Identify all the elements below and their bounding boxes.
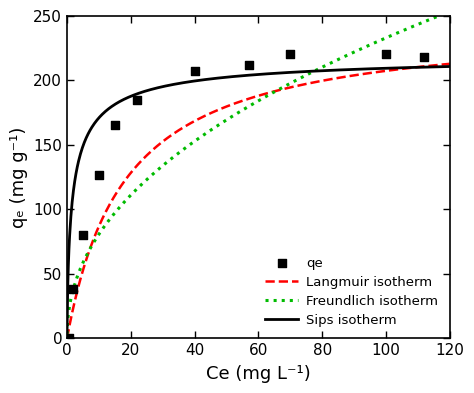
qe <box>245 62 253 68</box>
Freundlich isotherm <box>237 109 243 114</box>
Y-axis label: qₑ (mg g⁻¹): qₑ (mg g⁻¹) <box>10 127 27 228</box>
qe <box>420 54 428 60</box>
qe <box>133 97 141 103</box>
Sips isotherm <box>320 68 326 73</box>
Sips isotherm <box>237 73 243 78</box>
Line: Sips isotherm: Sips isotherm <box>67 66 450 332</box>
Sips isotherm <box>290 70 295 75</box>
Legend: qe, Langmuir isotherm, Freundlich isotherm, Sips isotherm: qe, Langmuir isotherm, Freundlich isothe… <box>260 252 443 332</box>
Sips isotherm <box>447 64 453 69</box>
Freundlich isotherm <box>447 9 453 14</box>
X-axis label: Ce (mg L⁻¹): Ce (mg L⁻¹) <box>206 365 311 383</box>
qe <box>95 171 103 178</box>
Langmuir isotherm <box>132 166 137 171</box>
Freundlich isotherm <box>132 189 137 193</box>
Langmuir isotherm <box>163 137 168 142</box>
Langmuir isotherm <box>352 73 358 77</box>
qe <box>287 51 294 58</box>
Langmuir isotherm <box>320 78 326 83</box>
qe <box>382 51 390 58</box>
Langmuir isotherm <box>290 84 295 89</box>
Sips isotherm <box>163 84 168 88</box>
qe <box>65 335 73 342</box>
Line: Langmuir isotherm: Langmuir isotherm <box>67 64 450 338</box>
Freundlich isotherm <box>290 80 295 84</box>
qe <box>111 122 118 129</box>
qe <box>191 68 199 74</box>
Freundlich isotherm <box>64 332 70 336</box>
Freundlich isotherm <box>352 49 358 54</box>
Sips isotherm <box>352 67 358 72</box>
Langmuir isotherm <box>447 61 453 66</box>
Freundlich isotherm <box>320 64 326 69</box>
Sips isotherm <box>132 92 137 97</box>
qe <box>70 286 77 292</box>
Sips isotherm <box>64 330 70 334</box>
Langmuir isotherm <box>237 99 243 104</box>
qe <box>79 232 87 238</box>
Freundlich isotherm <box>163 161 168 166</box>
Langmuir isotherm <box>64 336 70 341</box>
Line: Freundlich isotherm: Freundlich isotherm <box>67 11 450 334</box>
